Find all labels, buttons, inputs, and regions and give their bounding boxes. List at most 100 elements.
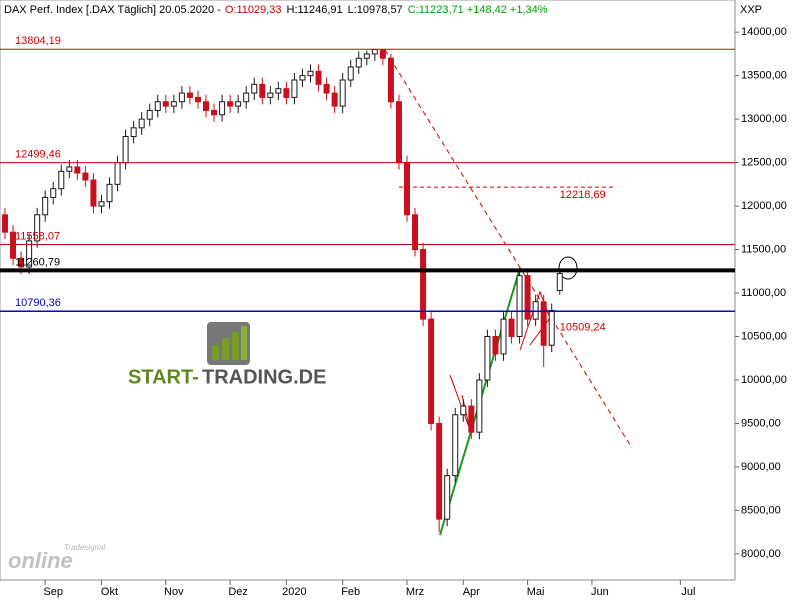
candle-body: [323, 83, 330, 94]
x-tick-label: Mrz: [406, 586, 424, 598]
candle-body: [452, 414, 459, 477]
x-tick-label: 2020: [282, 586, 306, 598]
level-label: 13804,19: [15, 35, 61, 47]
candle-body: [267, 92, 274, 98]
level-label: 12499,46: [15, 149, 61, 161]
x-tick-label: Mai: [527, 586, 545, 598]
level-label: 11260,79: [15, 256, 60, 268]
quote-value: O:11029,33: [225, 4, 282, 16]
candle-body: [251, 83, 258, 94]
candle-body: [532, 301, 539, 320]
candle-body: [178, 92, 185, 103]
candle-body: [74, 166, 81, 174]
x-tick-label: Apr: [463, 586, 480, 598]
candle-body: [275, 88, 282, 94]
candle-body: [122, 136, 129, 164]
candle-body: [42, 196, 49, 216]
candle-body: [460, 405, 467, 416]
logo-bar: [212, 345, 219, 360]
candle-body: [146, 109, 153, 120]
y-tick-label: 14000,00: [741, 26, 787, 38]
candle-body: [379, 49, 386, 59]
candle-body: [10, 231, 17, 259]
axis-unit: XXP: [740, 4, 762, 16]
candle-body: [114, 162, 121, 185]
trend-line: [384, 49, 633, 449]
candle-body: [508, 318, 515, 338]
candle-body: [211, 109, 218, 116]
annotation-label: 12218,69: [560, 189, 606, 201]
level-label: 10790,36: [15, 297, 61, 309]
logo-bar: [232, 332, 239, 360]
candle-body: [98, 201, 105, 207]
candle-body: [331, 92, 338, 107]
candle-body: [283, 88, 290, 98]
candles: [2, 49, 563, 533]
quote-value: L:10978,57: [348, 4, 403, 16]
candle-body: [162, 101, 169, 107]
candle-body: [476, 379, 483, 433]
candle-body: [468, 405, 475, 433]
x-tick-label: Feb: [341, 586, 360, 598]
y-tick-label: 10000,00: [741, 374, 787, 386]
y-tick-label: 13000,00: [741, 113, 787, 125]
highlight-circle: [558, 256, 578, 280]
candle-body: [66, 166, 73, 172]
y-tick-label: 8500,00: [741, 504, 781, 516]
candle-body: [556, 273, 563, 291]
vendor-logo: Tradesignal online: [8, 543, 105, 573]
logo-bar: [241, 326, 247, 360]
candle-body: [540, 301, 547, 346]
candle-body: [315, 70, 322, 85]
y-tick-label: 12500,00: [741, 157, 787, 169]
y-tick-label: 8000,00: [741, 548, 781, 560]
candle-body: [436, 422, 443, 520]
logo-text: TRADING.DE: [202, 366, 326, 388]
candle-body: [50, 188, 57, 198]
y-tick-label: 13500,00: [741, 70, 787, 82]
candle-body: [138, 118, 145, 129]
y-tick-label: 11000,00: [741, 287, 786, 299]
candle-body: [243, 92, 250, 103]
candle-body: [387, 57, 394, 103]
quote-value: H:11246,91: [287, 4, 343, 16]
y-tick-label: 9500,00: [741, 417, 781, 429]
candle-body: [130, 127, 137, 138]
candle-body: [58, 170, 65, 190]
candle-body: [227, 101, 234, 107]
logo-bar: [222, 338, 229, 360]
logo: START- TRADING.DE: [128, 322, 326, 388]
candle-body: [355, 57, 362, 68]
candle-body: [154, 101, 161, 111]
level-label: 11558,07: [15, 230, 60, 242]
candle-body: [291, 79, 298, 98]
candle-body: [235, 101, 242, 107]
logo-text: START-: [128, 366, 199, 388]
y-axis-panel: [735, 0, 800, 600]
vendor-text: online: [8, 548, 73, 573]
candle-body: [339, 79, 346, 107]
candle-body: [170, 101, 177, 107]
candle-body: [404, 162, 410, 216]
candle-body: [34, 214, 41, 242]
chart-title: DAX Perf. Index [.DAX Täglich] 20.05.202…: [4, 4, 221, 16]
candle-body: [18, 257, 25, 268]
candle-body: [524, 275, 531, 320]
x-tick-label: Jul: [681, 586, 695, 598]
x-tick-label: Sep: [43, 586, 63, 598]
y-tick-label: 10500,00: [741, 330, 787, 342]
candle-body: [106, 183, 113, 203]
candle-body: [428, 318, 435, 424]
candle-body: [299, 75, 306, 81]
candle-body: [194, 96, 201, 103]
candle-body: [203, 101, 209, 111]
candle-body: [371, 49, 378, 55]
x-tick-label: Okt: [101, 586, 118, 598]
candle-body: [186, 92, 193, 98]
plot-frame: [0, 0, 736, 581]
y-tick-label: 11500,00: [741, 243, 786, 255]
x-tick-label: Dez: [228, 586, 248, 598]
candle-body: [307, 70, 314, 77]
y-tick-label: 12000,00: [741, 200, 787, 212]
